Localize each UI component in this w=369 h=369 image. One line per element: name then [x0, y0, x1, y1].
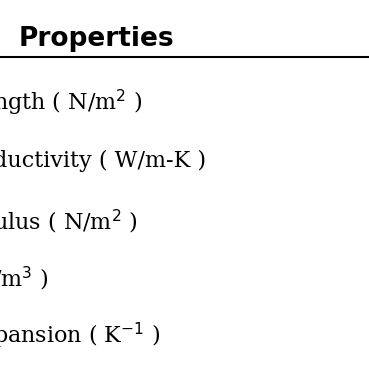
Text: ulus ( N/m$^2$ ): ulus ( N/m$^2$ )	[0, 207, 138, 235]
Text: pansion ( K$^{-1}$ ): pansion ( K$^{-1}$ )	[0, 321, 160, 351]
Text: Properties: Properties	[18, 26, 174, 52]
Text: ngth ( N/m$^2$ ): ngth ( N/m$^2$ )	[0, 88, 142, 118]
Text: /m$^3$ ): /m$^3$ )	[0, 265, 48, 293]
Text: ductivity ( W/m-K ): ductivity ( W/m-K )	[0, 149, 206, 172]
